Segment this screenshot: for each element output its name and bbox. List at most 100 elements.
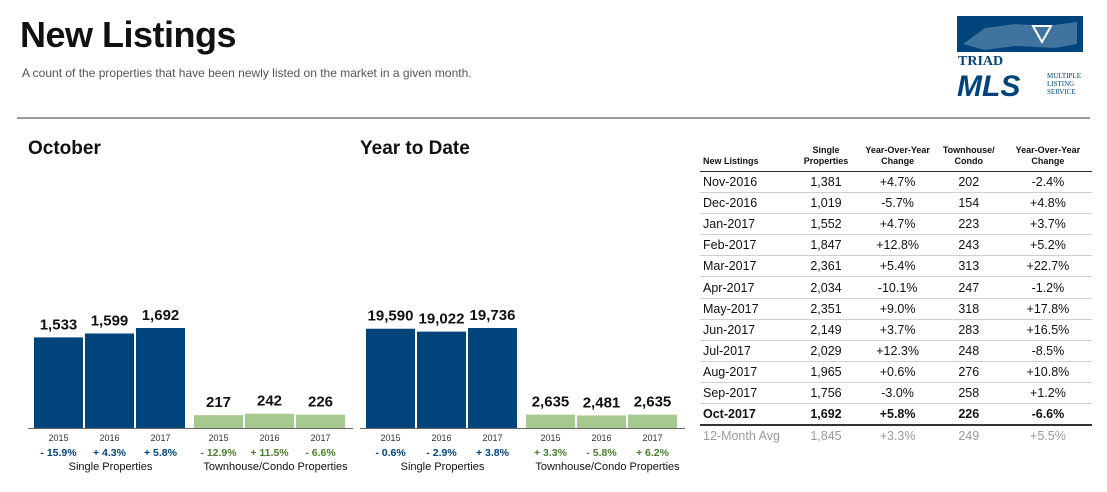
october-value-label: 1,692	[142, 307, 180, 324]
october-chart: October 1,533 2015- 15.9% 1,599 2016 + 4.3% 1…	[28, 130, 358, 475]
cell-month: Aug-2017	[700, 361, 791, 383]
cell-single: 1,381	[790, 171, 862, 194]
ytd-chart-svg: 19,590 2015 - 0.6% 19,022 2016 - 2.9% 19,736 20…	[360, 307, 685, 459]
header-divider	[17, 117, 1090, 119]
october-bar-single-2016	[85, 333, 134, 428]
october-bar-townhouse-2016	[245, 413, 294, 428]
cell-single: 1,692	[790, 403, 862, 427]
october-change-label: - 12.9%	[200, 447, 237, 459]
cell-month: Mar-2017	[700, 255, 791, 278]
table-row: Jun-2017 2,149 +3.7% 283 +16.5%	[700, 319, 1092, 341]
cell-single: 2,149	[790, 319, 862, 341]
cell-single: 1,756	[790, 382, 862, 405]
ytd-change-label: - 2.9%	[426, 447, 457, 459]
cell-townhouse: 154	[933, 192, 1004, 215]
cell-townhouse: 226	[933, 403, 1004, 427]
cell-single-change: +3.7%	[861, 319, 934, 341]
table-row: Jan-2017 1,552 +4.7% 223 +3.7%	[700, 213, 1092, 236]
ytd-single-caption: Single Properties	[400, 461, 485, 473]
cell-month: Oct-2017	[700, 403, 791, 427]
cell-single-change: -10.1%	[861, 276, 934, 299]
cell-month: Dec-2016	[700, 192, 791, 215]
table-body: Nov-2016 1,381 +4.7% 202 -2.4% Dec-2016 1,019-…	[700, 171, 1092, 447]
cell-townhouse-change: -2.4%	[1003, 171, 1092, 194]
cell-townhouse-change: +16.5%	[1003, 319, 1092, 341]
table-row: Dec-2016 1,019 -5.7% 154 +4.8%	[700, 192, 1092, 215]
ytd-townhouse-caption: Townhouse/Condo Properties	[535, 461, 680, 473]
cell-townhouse: 223	[933, 213, 1004, 236]
table-header-row: New Listings Single Properties Year-Over…	[700, 145, 1092, 172]
cell-townhouse-change: +1.2%	[1003, 382, 1092, 405]
ytd-value-label: 19,022	[419, 311, 465, 328]
ytd-value-label: 19,590	[368, 308, 414, 325]
october-chart-svg: 1,533 2015 - 15.9% 1,599 2016 + 4.3% 1,692 2017…	[28, 307, 353, 459]
october-change-label: + 4.3%	[93, 447, 127, 459]
cell-townhouse-change: +5.5%	[1030, 429, 1066, 444]
cell-single: 2,029	[790, 340, 862, 362]
october-change-label: + 5.8%	[144, 447, 178, 459]
cell-townhouse: 243	[933, 234, 1004, 257]
cell-townhouse-change: -6.6%	[1003, 403, 1092, 427]
ytd-bar-townhouse-2015	[526, 414, 575, 428]
cell-month: Sep-2017	[700, 382, 791, 405]
cell-single-change: +5.8%	[861, 403, 934, 427]
cell-townhouse: 258	[933, 382, 1004, 405]
col-header-townhouse: Townhouse/ Condo	[942, 145, 995, 166]
cell-townhouse-change: +10.8%	[1003, 361, 1092, 383]
october-value-label: 1,599	[91, 312, 129, 329]
table-row: Jul-2017 2,029 +12.3% 248 -8.5%	[700, 340, 1092, 362]
ytd-bar-townhouse-2016	[577, 415, 626, 428]
october-value-label: 217	[206, 394, 231, 411]
ytd-year-tick: 2017	[482, 433, 502, 443]
cell-townhouse-change: -8.5%	[1003, 340, 1092, 362]
cell-townhouse: 202	[933, 171, 1004, 194]
cell-month: Feb-2017	[700, 234, 791, 257]
cell-townhouse-change: +3.7%	[1003, 213, 1092, 236]
cell-townhouse-change: -1.2%	[1003, 276, 1092, 299]
october-bar-single-2015	[34, 337, 83, 428]
october-value-label: 226	[308, 394, 333, 411]
table-row: Mar-2017 2,361 +5.4% 313 +22.7%	[700, 255, 1092, 278]
ytd-value-label: 2,635	[532, 394, 570, 411]
table-avg-row: 12-Month Avg 1,845 +3.3% 249 +5.5%	[700, 425, 1092, 446]
cell-single-change: +12.3%	[861, 340, 934, 362]
col-header-single: Single Properties	[803, 145, 849, 166]
ytd-year-tick: 2016	[591, 433, 611, 443]
cell-townhouse: 313	[933, 255, 1004, 278]
logo-side-text-1: MULTIPLE	[1047, 72, 1081, 80]
cell-townhouse: 249	[958, 429, 980, 444]
cell-month: 12-Month Avg	[703, 429, 780, 444]
ytd-change-label: + 3.3%	[534, 447, 568, 459]
ytd-change-label: - 5.8%	[586, 447, 617, 459]
cell-month: Apr-2017	[700, 276, 791, 299]
logo-banner	[957, 16, 1083, 52]
ytd-bar-single-2015	[366, 328, 415, 428]
ytd-chart: Year to Date 19,590 2015 - 0.6% 19,022 2016 -…	[360, 130, 690, 475]
cell-month: Nov-2016	[700, 171, 791, 194]
ytd-year-tick: 2016	[431, 433, 451, 443]
cell-townhouse-change: +17.8%	[1003, 298, 1092, 320]
october-value-label: 242	[257, 393, 282, 410]
october-change-label: + 11.5%	[250, 447, 289, 459]
ytd-bar-single-2017	[468, 328, 517, 428]
cell-month: May-2017	[700, 298, 791, 320]
cell-townhouse: 318	[933, 298, 1004, 320]
ytd-bar-townhouse-2017	[628, 414, 677, 428]
cell-single-change: +4.7%	[861, 213, 934, 236]
ytd-year-tick: 2015	[540, 433, 560, 443]
october-change-label: - 15.9%	[40, 447, 77, 459]
col-header-single-change: Year-Over-Year Change	[865, 145, 930, 166]
table-row: Nov-2016 1,381 +4.7% 202 -2.4%	[700, 171, 1092, 194]
cell-townhouse: 248	[933, 340, 1004, 362]
october-townhouse-caption: Townhouse/Condo Properties	[203, 461, 348, 473]
table-row: Oct-2017 1,692 +5.8% 226 -6.6%	[700, 403, 1092, 427]
ytd-change-label: + 6.2%	[636, 447, 670, 459]
october-year-tick: 2016	[99, 433, 119, 443]
cell-month: Jun-2017	[700, 319, 791, 341]
cell-townhouse: 276	[933, 361, 1004, 383]
cell-single: 2,034	[790, 276, 862, 299]
cell-townhouse: 283	[933, 319, 1004, 341]
october-year-tick: 2015	[208, 433, 228, 443]
page-title: New Listings	[20, 14, 237, 55]
ytd-bar-single-2016	[417, 331, 466, 428]
